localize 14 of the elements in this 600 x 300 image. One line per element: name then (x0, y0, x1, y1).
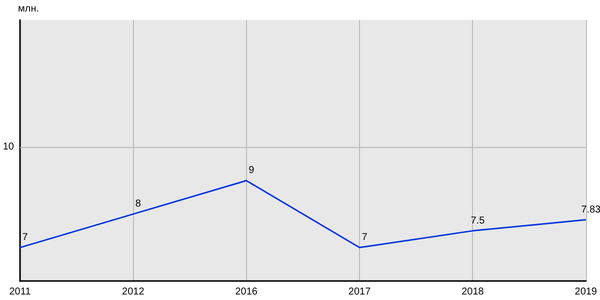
x-tick-label: 2017 (348, 286, 372, 298)
y-axis-title: млн. (18, 4, 40, 14)
x-tick-label: 2011 (9, 286, 32, 298)
data-label: 7.5 (470, 215, 486, 226)
ref-line-label: 10 (2, 142, 14, 153)
data-label: 9 (248, 165, 255, 176)
x-tick-label: 2012 (122, 286, 145, 298)
data-label: 7 (362, 232, 368, 244)
x-tick-label: 2019 (574, 286, 598, 298)
data-label: 7.83 (581, 204, 600, 216)
x-tick-label: 2016 (235, 286, 258, 298)
data-label: 8 (135, 198, 142, 210)
x-tick-label: 2018 (462, 286, 484, 298)
data-label: 7 (22, 232, 28, 244)
